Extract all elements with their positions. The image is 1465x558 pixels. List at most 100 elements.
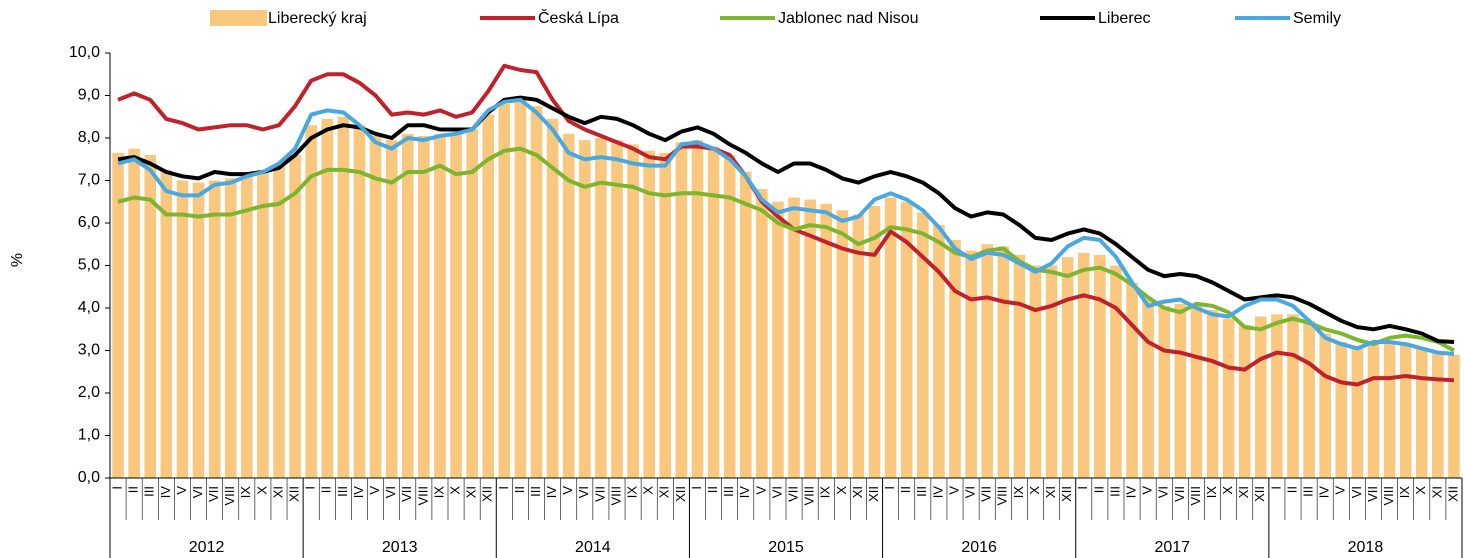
x-tick-label: X (254, 486, 269, 495)
bar (144, 155, 157, 478)
x-tick-label: IV (737, 486, 752, 499)
bar (1335, 342, 1348, 478)
x-tick-label: VIII (995, 486, 1010, 506)
bar (900, 201, 913, 478)
bar (1061, 257, 1074, 478)
bar (1383, 342, 1396, 478)
y-tick-label: 7,0 (78, 172, 100, 189)
x-tick-label: XII (287, 486, 302, 502)
legend-swatch (210, 10, 267, 26)
y-tick-label: 10,0 (69, 44, 100, 61)
x-tick-label: XI (270, 486, 285, 498)
bar (305, 125, 317, 478)
x-tick-label: III (1301, 486, 1316, 497)
legend-label: Jablonec nad Nisou (778, 10, 919, 27)
bar (450, 133, 462, 478)
x-tick-label: IV (544, 486, 559, 499)
bar (128, 148, 140, 478)
bar (192, 182, 205, 478)
bar (1287, 314, 1299, 478)
x-tick-label: VIII (1381, 486, 1396, 506)
bar (1029, 265, 1042, 478)
bar (691, 140, 704, 478)
bar (675, 142, 688, 478)
x-tick-label: II (705, 486, 720, 493)
x-tick-label: III (914, 486, 929, 497)
bar (241, 174, 253, 478)
x-tick-label: IV (930, 486, 945, 499)
x-tick-label: VIII (802, 486, 817, 506)
bar (530, 106, 543, 478)
x-tick-label: VI (1349, 486, 1364, 498)
x-tick-label: V (1140, 486, 1155, 495)
bar (1367, 342, 1380, 478)
x-tick-label: XII (866, 486, 881, 502)
bar (208, 180, 221, 478)
bar (788, 197, 800, 478)
x-tick-label: I (1268, 486, 1283, 490)
bar (739, 172, 752, 478)
x-tick-label: V (367, 486, 382, 495)
bar (1351, 346, 1364, 478)
x-tick-label: IX (625, 486, 640, 499)
line-series (117, 95, 1455, 344)
x-tick-label: IX (1397, 486, 1412, 499)
bar (369, 135, 382, 478)
y-tick-label: 6,0 (78, 214, 100, 231)
y-tick-label: 8,0 (78, 129, 100, 146)
x-tick-label: VI (769, 486, 784, 498)
bar (643, 150, 655, 478)
x-tick-label: IX (1011, 486, 1026, 499)
x-tick-label: VII (1365, 486, 1380, 502)
y-tick-label: 4,0 (78, 299, 100, 316)
bar (418, 135, 430, 478)
x-tick-label: V (560, 486, 575, 495)
bar (401, 133, 414, 478)
bar (595, 138, 607, 478)
legend-label: Semily (1293, 10, 1341, 27)
bar (1045, 265, 1058, 478)
legend-label: Česká Lípa (538, 8, 619, 27)
bar (756, 189, 768, 478)
x-tick-label: I (882, 486, 897, 490)
year-label: 2015 (768, 539, 804, 556)
bar (1399, 344, 1412, 478)
bar (997, 246, 1010, 478)
bar (1110, 265, 1122, 478)
x-tick-label: VI (576, 486, 591, 498)
x-tick-label: III (335, 486, 350, 497)
bar (1158, 305, 1171, 478)
bar (820, 203, 833, 478)
bar (1415, 348, 1428, 478)
bar (514, 99, 527, 478)
bar (1094, 254, 1106, 478)
line-series (117, 63, 1455, 387)
y-axis-label: % (9, 253, 26, 267)
x-tick-label: VIII (222, 486, 237, 506)
bar (579, 140, 591, 478)
bar (546, 118, 559, 478)
bar (160, 169, 173, 478)
x-tick-label: XII (673, 486, 688, 502)
bar (257, 169, 269, 478)
x-tick-label: IX (238, 486, 253, 499)
bar (836, 210, 849, 478)
x-tick-label: III (142, 486, 157, 497)
bar (1222, 318, 1235, 478)
bar (176, 180, 189, 478)
y-tick-label: 2,0 (78, 384, 100, 401)
bar (498, 104, 511, 478)
x-tick-label: IX (1204, 486, 1219, 499)
x-tick-label: IX (818, 486, 833, 499)
bar (466, 129, 478, 478)
x-tick-label: III (528, 486, 543, 497)
line-series (117, 97, 1455, 356)
x-tick-label: VIII (415, 486, 430, 506)
x-tick-label: VII (206, 486, 221, 502)
x-tick-label: II (126, 486, 141, 493)
bar (1319, 333, 1331, 478)
x-tick-label: XI (850, 486, 865, 498)
bar (385, 140, 398, 478)
year-label: 2014 (575, 539, 611, 556)
x-tick-label: VII (1172, 486, 1187, 502)
